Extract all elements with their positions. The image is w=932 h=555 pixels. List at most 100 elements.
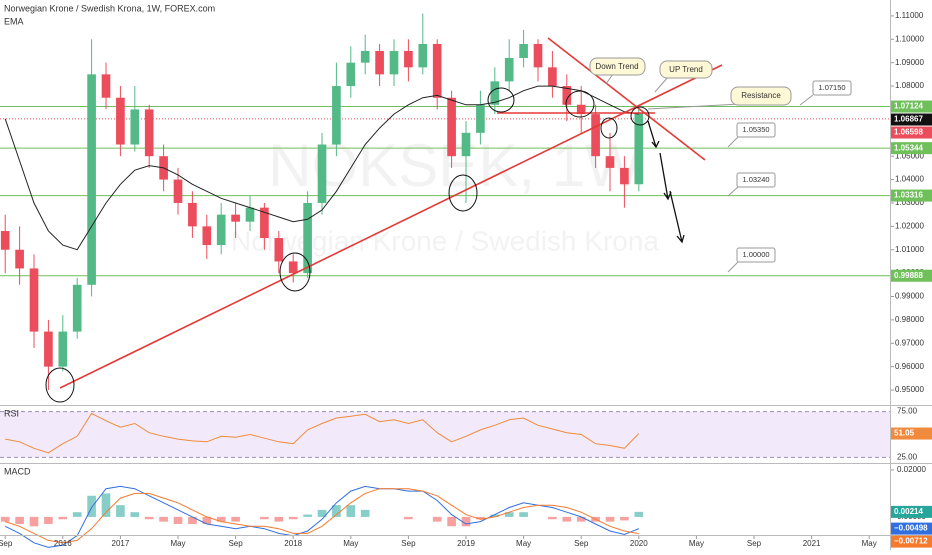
callout-pointer (727, 186, 739, 197)
price-badge-label: −0.00498 (894, 524, 928, 533)
candle-body (116, 97, 125, 145)
highlight-circle (448, 174, 478, 212)
y-tick-label: 1.08000 (895, 81, 924, 90)
macd-histogram-bar (404, 516, 413, 520)
candle-body (562, 86, 572, 105)
y-tick-label: 25.00 (897, 453, 918, 462)
price-badge (891, 522, 932, 535)
projection-arrow (659, 152, 672, 201)
macd-histogram-bar (548, 516, 557, 520)
x-tick-label: May (343, 539, 358, 548)
candle-body (44, 331, 53, 367)
candle-body (0, 231, 10, 250)
price-badge-label: 1.06598 (894, 128, 923, 137)
macd-histogram-bar (274, 516, 284, 522)
candle-body (173, 179, 183, 203)
indicator-label: MACD (4, 466, 31, 476)
candle-body (346, 62, 356, 87)
macd-histogram-bar (72, 512, 82, 517)
x-tick-label: Sep (574, 539, 589, 548)
y-tick-label: 1.09000 (895, 58, 924, 67)
x-tick-label: 2016 (54, 539, 72, 548)
macd-histogram-bar (260, 516, 269, 520)
macd-histogram-bar (231, 516, 240, 522)
x-tick-label: Sep (401, 539, 416, 548)
callout-box (736, 247, 776, 263)
candle-body (58, 331, 68, 367)
candle-body (389, 50, 399, 75)
macd-histogram-bar (519, 512, 528, 517)
annotation: UP Trend (669, 65, 703, 74)
candle-body (576, 104, 586, 115)
candle-body (188, 202, 197, 227)
candle-body (303, 202, 312, 274)
grid (0, 411, 891, 458)
rsi-line (5, 412, 640, 454)
y-tick-label: 0.95000 (895, 385, 924, 394)
chart-title: Norwegian Krone / Swedish Krona, 1W, FOR… (4, 3, 215, 13)
price-badge-label: 1.05344 (894, 143, 923, 152)
callout-box (736, 172, 776, 188)
y-tick-label: 1.01000 (895, 245, 924, 254)
macd-histogram-bar (116, 505, 125, 517)
callout-pointer (605, 73, 614, 85)
indicator-label: EMA (4, 16, 24, 26)
x-tick-label: May (862, 539, 877, 548)
candle-body (144, 109, 154, 157)
marks (0, 13, 644, 548)
macd-histogram-bar (216, 516, 226, 522)
watermark-name: Norwegian Krone / Swedish Krona (231, 225, 659, 256)
candle-body (87, 74, 96, 285)
macd-histogram-bar (159, 516, 168, 522)
x-tick-label: May (170, 539, 185, 548)
candle-body (29, 268, 39, 332)
callout-box (736, 122, 776, 138)
candle-body (245, 207, 255, 222)
macd-histogram-bar (476, 516, 485, 520)
x-tick-label: Sep (747, 539, 762, 548)
y-tick-label: 1.05000 (895, 151, 924, 160)
price-badge-label: 1.07124 (894, 102, 923, 111)
y-tick-label: 1.11000 (895, 11, 924, 20)
annotation: Resistance (741, 91, 781, 100)
price-badge-label: −0.00712 (894, 537, 928, 546)
macd-histogram-bar (202, 516, 212, 524)
rsi-band (0, 411, 891, 458)
annotation: 1.00000 (742, 250, 769, 259)
y-tick-label: 0.97000 (895, 338, 924, 347)
callout-pointer (727, 261, 739, 273)
macd-histogram-bar (360, 509, 370, 517)
highlight-circle (630, 106, 650, 126)
macd-histogram-bar (317, 509, 327, 517)
callout-box (730, 86, 792, 106)
callout-pointer (799, 94, 814, 106)
candle-body (504, 57, 514, 82)
price-badge-label: 1.03316 (894, 191, 923, 200)
price-badge-label: 51.05 (894, 429, 915, 438)
candle-body (591, 114, 600, 157)
y-tick-label: 1.04000 (895, 175, 924, 184)
y-tick-label: 75.00 (897, 407, 918, 416)
macd-histogram-bar (303, 514, 312, 517)
macd-histogram-bar (44, 516, 53, 524)
candle-body (101, 74, 111, 98)
candle-body (274, 238, 284, 262)
candle-body (317, 144, 327, 203)
price-badge (891, 100, 932, 113)
y-tick-label: 0.02000 (897, 465, 926, 474)
candle-body (260, 207, 269, 239)
highlight-circle (45, 367, 75, 403)
callout-box (589, 57, 646, 76)
price-badge-label: 0.00214 (894, 507, 923, 516)
callout-box (812, 80, 852, 96)
callout-pointer (654, 76, 669, 93)
x-tick-label: 2018 (284, 539, 302, 548)
annotation: Down Trend (595, 62, 638, 71)
macd-histogram-bar (29, 516, 39, 527)
macd-histogram-bar (87, 495, 96, 517)
macd-histogram-bar (504, 512, 514, 517)
price-badge (891, 427, 932, 440)
macd-histogram-bar (130, 512, 140, 517)
